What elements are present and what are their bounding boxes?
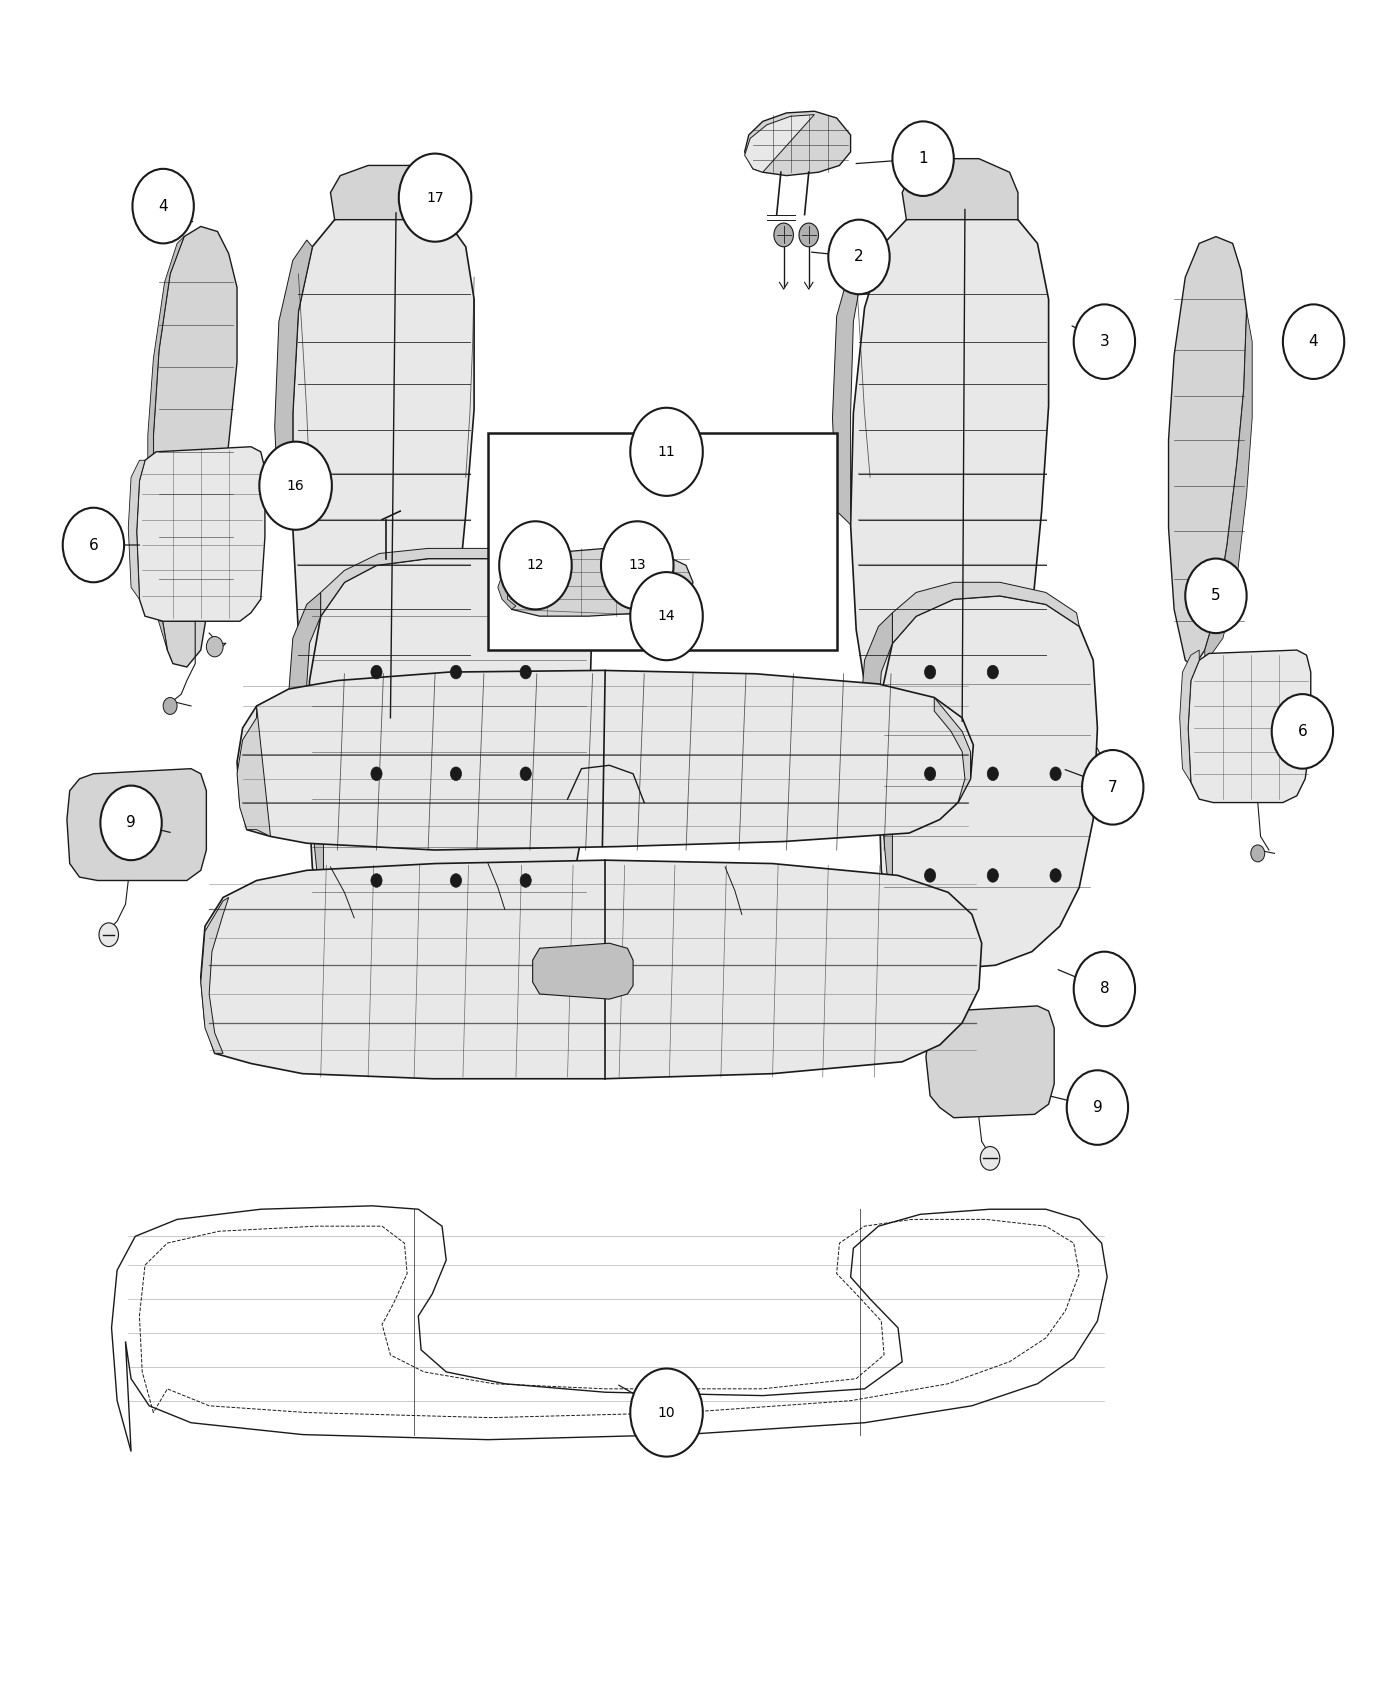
Circle shape (371, 665, 382, 678)
Text: 17: 17 (426, 190, 444, 204)
Circle shape (987, 665, 998, 678)
Circle shape (1067, 1071, 1128, 1144)
Polygon shape (288, 592, 323, 938)
Polygon shape (892, 583, 1079, 643)
Circle shape (451, 665, 462, 678)
Text: 6: 6 (1298, 724, 1308, 740)
Circle shape (774, 223, 794, 246)
Text: 8: 8 (1099, 981, 1109, 996)
Text: 12: 12 (526, 558, 545, 573)
Polygon shape (745, 114, 815, 172)
Text: 4: 4 (158, 199, 168, 214)
Circle shape (451, 767, 462, 780)
Circle shape (924, 767, 935, 780)
Circle shape (980, 1146, 1000, 1170)
Polygon shape (532, 944, 633, 1000)
Text: 14: 14 (658, 609, 675, 624)
Text: 9: 9 (1092, 1100, 1102, 1115)
Circle shape (1050, 869, 1061, 882)
Circle shape (500, 522, 571, 609)
Polygon shape (1180, 649, 1200, 782)
Circle shape (1074, 952, 1135, 1027)
Circle shape (799, 223, 819, 246)
Text: 5: 5 (1211, 588, 1221, 604)
Polygon shape (925, 1006, 1054, 1117)
Circle shape (924, 665, 935, 678)
Circle shape (521, 665, 531, 678)
Polygon shape (1189, 649, 1310, 802)
Circle shape (164, 697, 176, 714)
Circle shape (829, 219, 889, 294)
Polygon shape (293, 212, 475, 728)
Circle shape (371, 767, 382, 780)
Polygon shape (237, 670, 973, 850)
Polygon shape (902, 158, 1018, 219)
Polygon shape (878, 595, 1098, 969)
Circle shape (451, 874, 462, 887)
Circle shape (1186, 559, 1246, 632)
Text: 6: 6 (88, 537, 98, 553)
Text: 1: 1 (918, 151, 928, 167)
Text: 16: 16 (287, 479, 304, 493)
Circle shape (630, 1368, 703, 1457)
Circle shape (521, 874, 531, 887)
Polygon shape (307, 559, 591, 978)
Circle shape (99, 923, 119, 947)
Circle shape (259, 442, 332, 530)
Polygon shape (833, 236, 875, 525)
Text: 4: 4 (1309, 335, 1319, 348)
Polygon shape (330, 165, 452, 219)
FancyBboxPatch shape (489, 434, 837, 649)
Circle shape (101, 785, 162, 860)
Circle shape (521, 767, 531, 780)
Circle shape (1074, 304, 1135, 379)
Circle shape (987, 767, 998, 780)
Circle shape (1082, 750, 1144, 824)
Text: 13: 13 (629, 558, 645, 573)
Circle shape (892, 121, 953, 196)
Polygon shape (851, 209, 1049, 724)
Circle shape (1282, 304, 1344, 379)
Circle shape (630, 408, 703, 496)
Polygon shape (200, 898, 228, 1054)
Polygon shape (934, 697, 970, 802)
Polygon shape (137, 447, 265, 620)
Circle shape (63, 508, 125, 583)
Circle shape (399, 153, 472, 241)
Polygon shape (861, 612, 892, 935)
Polygon shape (321, 549, 577, 615)
Text: 9: 9 (126, 816, 136, 830)
Circle shape (371, 874, 382, 887)
Polygon shape (129, 461, 146, 598)
Polygon shape (274, 240, 312, 529)
Circle shape (1050, 767, 1061, 780)
Polygon shape (67, 768, 206, 881)
Circle shape (1271, 694, 1333, 768)
Polygon shape (1169, 236, 1246, 666)
Circle shape (601, 522, 673, 609)
Polygon shape (200, 860, 981, 1080)
Polygon shape (745, 110, 851, 175)
Text: 3: 3 (1099, 335, 1109, 348)
Text: 2: 2 (854, 250, 864, 265)
Text: 10: 10 (658, 1406, 675, 1419)
Circle shape (924, 869, 935, 882)
Circle shape (133, 168, 193, 243)
Polygon shape (1205, 311, 1252, 663)
Polygon shape (154, 226, 237, 666)
Polygon shape (237, 706, 270, 836)
Circle shape (1250, 845, 1264, 862)
Circle shape (630, 573, 703, 660)
Polygon shape (505, 549, 693, 615)
Circle shape (987, 869, 998, 882)
Polygon shape (148, 236, 183, 649)
Polygon shape (498, 566, 517, 609)
Circle shape (206, 636, 223, 656)
Text: 11: 11 (658, 445, 675, 459)
Text: 7: 7 (1107, 780, 1117, 796)
